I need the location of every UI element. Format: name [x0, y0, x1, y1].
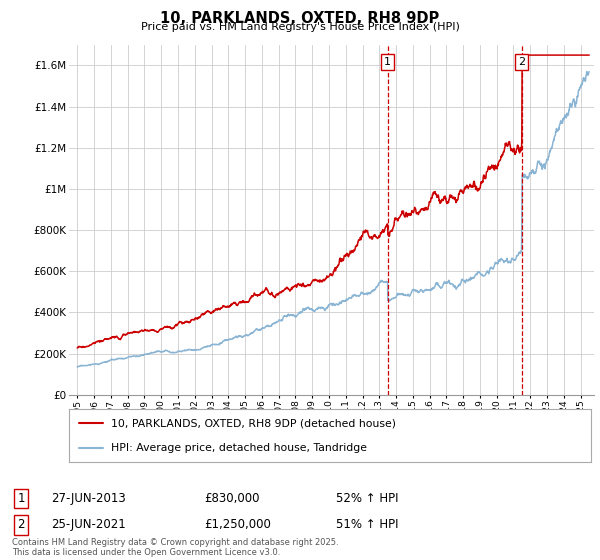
Text: 1: 1: [17, 492, 25, 505]
Text: Contains HM Land Registry data © Crown copyright and database right 2025.
This d: Contains HM Land Registry data © Crown c…: [12, 538, 338, 557]
Text: Price paid vs. HM Land Registry's House Price Index (HPI): Price paid vs. HM Land Registry's House …: [140, 22, 460, 32]
Text: 27-JUN-2013: 27-JUN-2013: [51, 492, 126, 505]
Text: 10, PARKLANDS, OXTED, RH8 9DP: 10, PARKLANDS, OXTED, RH8 9DP: [160, 11, 440, 26]
Text: £1,250,000: £1,250,000: [204, 518, 271, 531]
Text: £830,000: £830,000: [204, 492, 260, 505]
Text: 52% ↑ HPI: 52% ↑ HPI: [336, 492, 398, 505]
Text: 2: 2: [518, 57, 525, 67]
Text: 25-JUN-2021: 25-JUN-2021: [51, 518, 126, 531]
Text: 2: 2: [17, 518, 25, 531]
Text: 10, PARKLANDS, OXTED, RH8 9DP (detached house): 10, PARKLANDS, OXTED, RH8 9DP (detached …: [111, 418, 396, 428]
Text: HPI: Average price, detached house, Tandridge: HPI: Average price, detached house, Tand…: [111, 442, 367, 452]
Text: 1: 1: [384, 57, 391, 67]
Text: 51% ↑ HPI: 51% ↑ HPI: [336, 518, 398, 531]
